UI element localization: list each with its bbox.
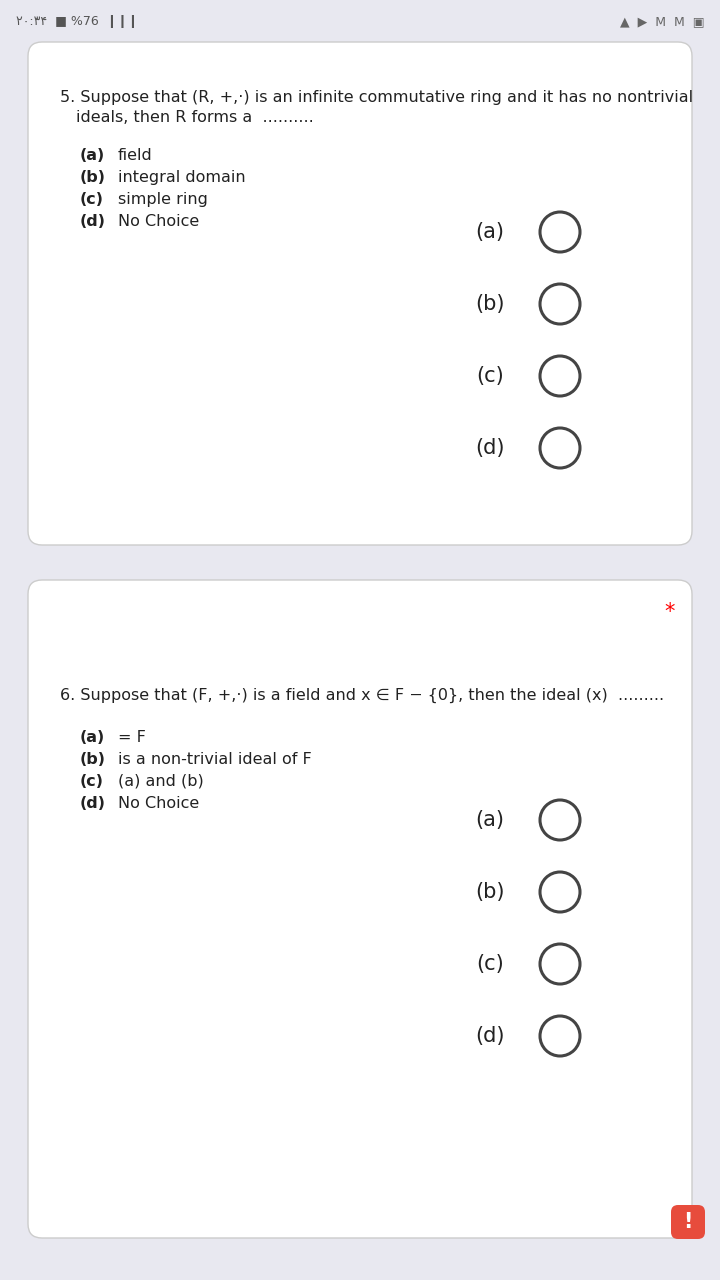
Text: (b): (b) xyxy=(475,294,505,314)
Text: (b): (b) xyxy=(80,170,106,186)
Text: ▲  ▶  M  M  ▣: ▲ ▶ M M ▣ xyxy=(619,15,704,28)
FancyBboxPatch shape xyxy=(28,42,692,545)
Text: (a) and (b): (a) and (b) xyxy=(118,774,204,788)
Text: = F: = F xyxy=(118,730,146,745)
Text: !: ! xyxy=(683,1212,693,1231)
Text: is a non-trivial ideal of F: is a non-trivial ideal of F xyxy=(118,751,312,767)
Text: 6. Suppose that (F, +,·) is a field and x ∈ F − {0}, then the ideal (x)  .......: 6. Suppose that (F, +,·) is a field and … xyxy=(60,689,664,703)
Text: (b): (b) xyxy=(80,751,106,767)
Text: (d): (d) xyxy=(475,1027,505,1046)
Text: (c): (c) xyxy=(80,774,104,788)
Text: (d): (d) xyxy=(80,214,106,229)
Text: (a): (a) xyxy=(475,221,505,242)
FancyBboxPatch shape xyxy=(671,1204,705,1239)
Text: (a): (a) xyxy=(80,730,105,745)
Text: *: * xyxy=(665,602,675,622)
Text: integral domain: integral domain xyxy=(118,170,246,186)
Text: No Choice: No Choice xyxy=(118,214,199,229)
Text: field: field xyxy=(118,148,153,163)
Text: 5. Suppose that (R, +,·) is an infinite commutative ring and it has no nontrivia: 5. Suppose that (R, +,·) is an infinite … xyxy=(60,90,693,105)
Text: (c): (c) xyxy=(80,192,104,207)
Text: (d): (d) xyxy=(475,438,505,458)
Text: (c): (c) xyxy=(476,366,504,387)
Text: (a): (a) xyxy=(475,810,505,829)
Text: (a): (a) xyxy=(80,148,105,163)
Text: ideals, then R forms a  ..........: ideals, then R forms a .......... xyxy=(76,110,314,125)
Text: No Choice: No Choice xyxy=(118,796,199,812)
Text: (d): (d) xyxy=(80,796,106,812)
Text: ۲۰:۳۴  ■ %76  ❙❙❙: ۲۰:۳۴ ■ %76 ❙❙❙ xyxy=(16,15,138,28)
Text: (b): (b) xyxy=(475,882,505,902)
Text: simple ring: simple ring xyxy=(118,192,208,207)
Text: (c): (c) xyxy=(476,954,504,974)
FancyBboxPatch shape xyxy=(28,580,692,1238)
